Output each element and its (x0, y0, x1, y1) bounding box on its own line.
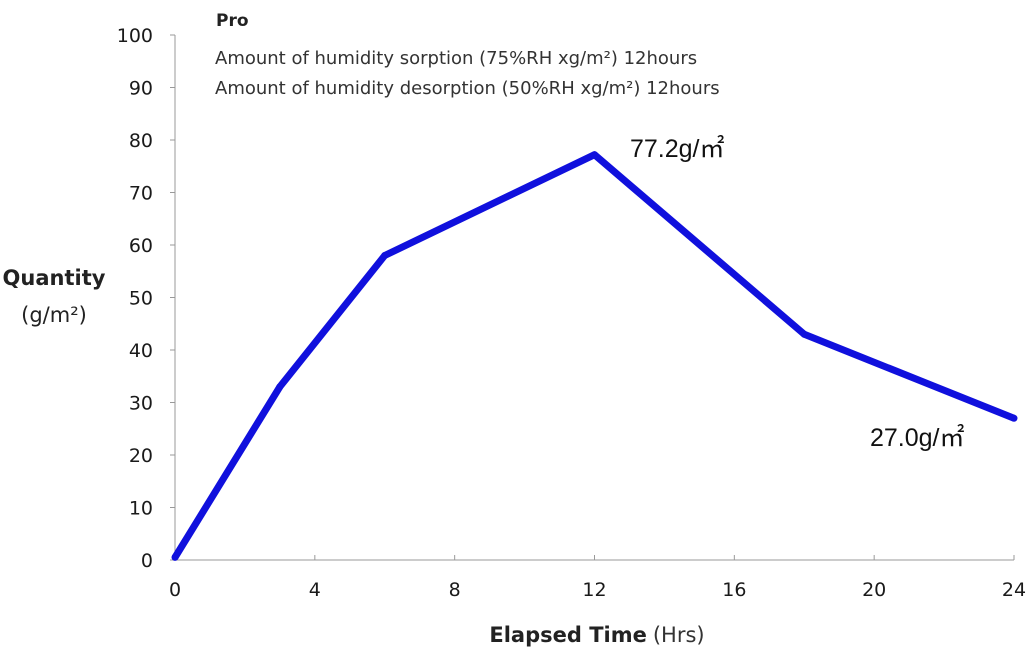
x-tick-label: 4 (309, 579, 321, 601)
x-ticks: 0 4 8 12 16 20 24 (169, 555, 1026, 601)
legend-line-sorption: Amount of humidity sorption (75%RH xg/m²… (215, 48, 697, 69)
y-tick-label: 10 (129, 498, 153, 520)
legend-title: Pro (216, 11, 249, 31)
y-tick-label: 100 (117, 25, 153, 47)
data-point (276, 383, 284, 391)
data-point (591, 151, 598, 159)
y-tick-label: 40 (129, 340, 153, 362)
y-tick-label: 90 (129, 78, 153, 100)
x-tick-label: 12 (582, 579, 606, 601)
x-tick-label: 0 (169, 579, 181, 601)
y-tick-label: 50 (129, 288, 153, 310)
series-points (171, 151, 1018, 561)
data-point (800, 330, 808, 338)
x-axis-label: Elapsed Time (489, 623, 646, 647)
y-axis-label: Quantity (3, 266, 106, 290)
x-tick-label: 16 (722, 579, 746, 601)
y-tick-label: 20 (129, 445, 153, 467)
series-line-pro (172, 151, 1016, 560)
y-tick-label: 70 (129, 183, 153, 205)
x-axis-unit: (Hrs) (653, 623, 705, 647)
x-axis-title: Elapsed Time (Hrs) (489, 623, 704, 647)
y-tick-label: 30 (129, 393, 153, 415)
data-point (1010, 414, 1018, 422)
y-tick-label: 60 (129, 235, 153, 257)
y-axis-unit: (g/m²) (21, 303, 87, 327)
x-tick-label: 24 (1002, 579, 1026, 601)
y-ticks: 0 10 20 30 40 50 60 70 80 90 100 (117, 25, 175, 572)
data-point (171, 553, 179, 561)
x-tick-label: 8 (449, 579, 461, 601)
x-tick-label: 20 (862, 579, 886, 601)
annotation-peak-value: 77.2g/㎡ (630, 135, 725, 163)
annotation-end-value: 27.0g/㎡ (870, 424, 965, 452)
data-point (381, 252, 389, 259)
y-tick-label: 0 (141, 550, 153, 572)
y-tick-label: 80 (129, 130, 153, 152)
legend-line-desorption: Amount of humidity desorption (50%RH xg/… (215, 78, 720, 99)
